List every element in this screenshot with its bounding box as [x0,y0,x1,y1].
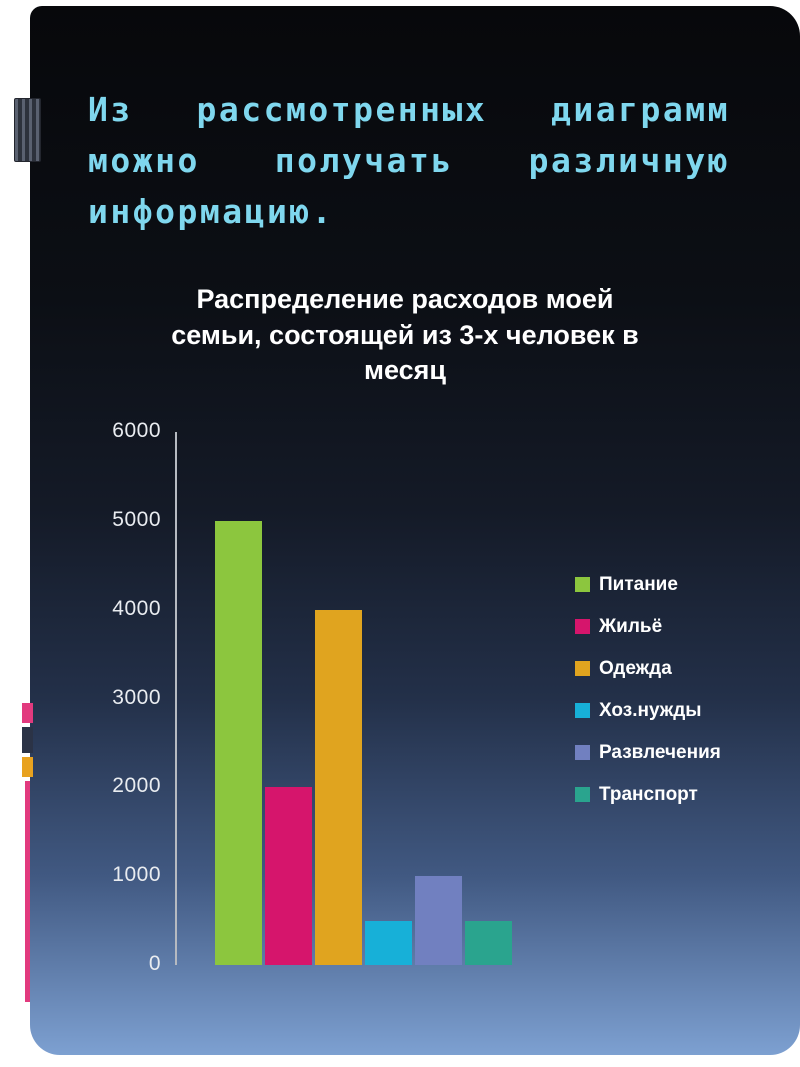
bar-Хоз.нужды [365,920,412,965]
chart-legend: Питание Жильё Одежда Хоз.нужды Развлечения Тр… [575,573,721,806]
legend-label: Развлечения [599,741,721,763]
bar-chart-plot-area: 6000 5000 4000 3000 2000 1000 0 [112,419,597,975]
legend-swatch-icon [575,745,590,760]
chart-title: Распределение расходов моей семьи, состо… [168,282,642,389]
accent-square-orange [22,757,33,777]
bar-Жильё [265,787,312,965]
chart-title-line-3: месяц [363,355,446,386]
accent-strip-pink [25,781,30,1002]
legend-swatch-icon [575,703,590,718]
bar-Развлечения [415,876,462,965]
bar-Транспорт [465,920,512,965]
book-spine-icon [14,98,41,162]
legend-item: Транспорт [575,783,721,806]
legend-item: Жильё [575,615,721,638]
legend-item: Одежда [575,657,721,680]
accent-square-dark [22,727,33,753]
accent-square-pink [22,703,33,723]
slide-title: Из рассмотренных диаграмм можно получать… [88,90,730,231]
legend-swatch-icon [575,661,590,676]
slide-background: Из рассмотренных диаграмм можно получать… [30,6,800,1055]
legend-item: Хоз.нужды [575,699,721,722]
legend-swatch-icon [575,619,590,634]
y-tick-label: 3000 [112,685,161,709]
bar-group [215,432,512,965]
legend-label: Транспорт [599,783,698,805]
legend-item: Развлечения [575,741,721,764]
legend-label: Хоз.нужды [599,699,702,721]
legend-label: Питание [599,573,678,595]
legend-label: Одежда [599,657,672,679]
chart-title-line-2: семьи, состоящей из 3-х человек в [171,319,639,350]
y-tick-label: 0 [148,952,161,975]
y-tick-label: 1000 [112,863,161,887]
legend-label: Жильё [599,615,663,637]
y-tick-label: 2000 [112,774,161,798]
y-tick-label: 4000 [112,596,161,620]
bar-Одежда [315,609,362,965]
y-tick-label: 5000 [112,507,161,531]
legend-swatch-icon [575,577,590,592]
legend-swatch-icon [575,787,590,802]
bar-Питание [215,520,262,965]
legend-item: Питание [575,573,721,596]
y-tick-label: 6000 [112,419,161,442]
chart-title-line-1: Распределение расходов моей [196,284,614,314]
